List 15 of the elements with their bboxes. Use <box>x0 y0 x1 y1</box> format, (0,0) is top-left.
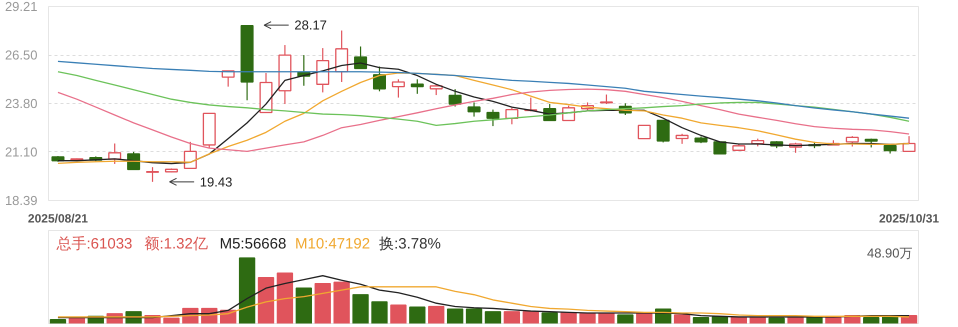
annotation: 19.43 <box>200 174 232 190</box>
y-tick-label: 26.50 <box>4 48 38 63</box>
x-tick-label: 2025/08/21 <box>28 212 88 226</box>
annotation: 28.17 <box>294 18 327 33</box>
y-tick-label: 23.80 <box>4 96 38 111</box>
text: 额:1.32亿 <box>144 236 208 252</box>
annotation: 48.90万 <box>866 246 913 260</box>
text: M10:47192 <box>295 236 370 252</box>
y-tick-label: 29.21 <box>4 0 38 14</box>
y-tick-label: 21.10 <box>4 144 38 160</box>
y-tick-label: 18.39 <box>4 193 38 208</box>
text: 换:3.78% <box>379 236 441 252</box>
text: M5:56668 <box>220 236 286 252</box>
text: 总手:61033 <box>56 236 132 252</box>
x-tick-label: 2025/10/31 <box>879 212 940 226</box>
